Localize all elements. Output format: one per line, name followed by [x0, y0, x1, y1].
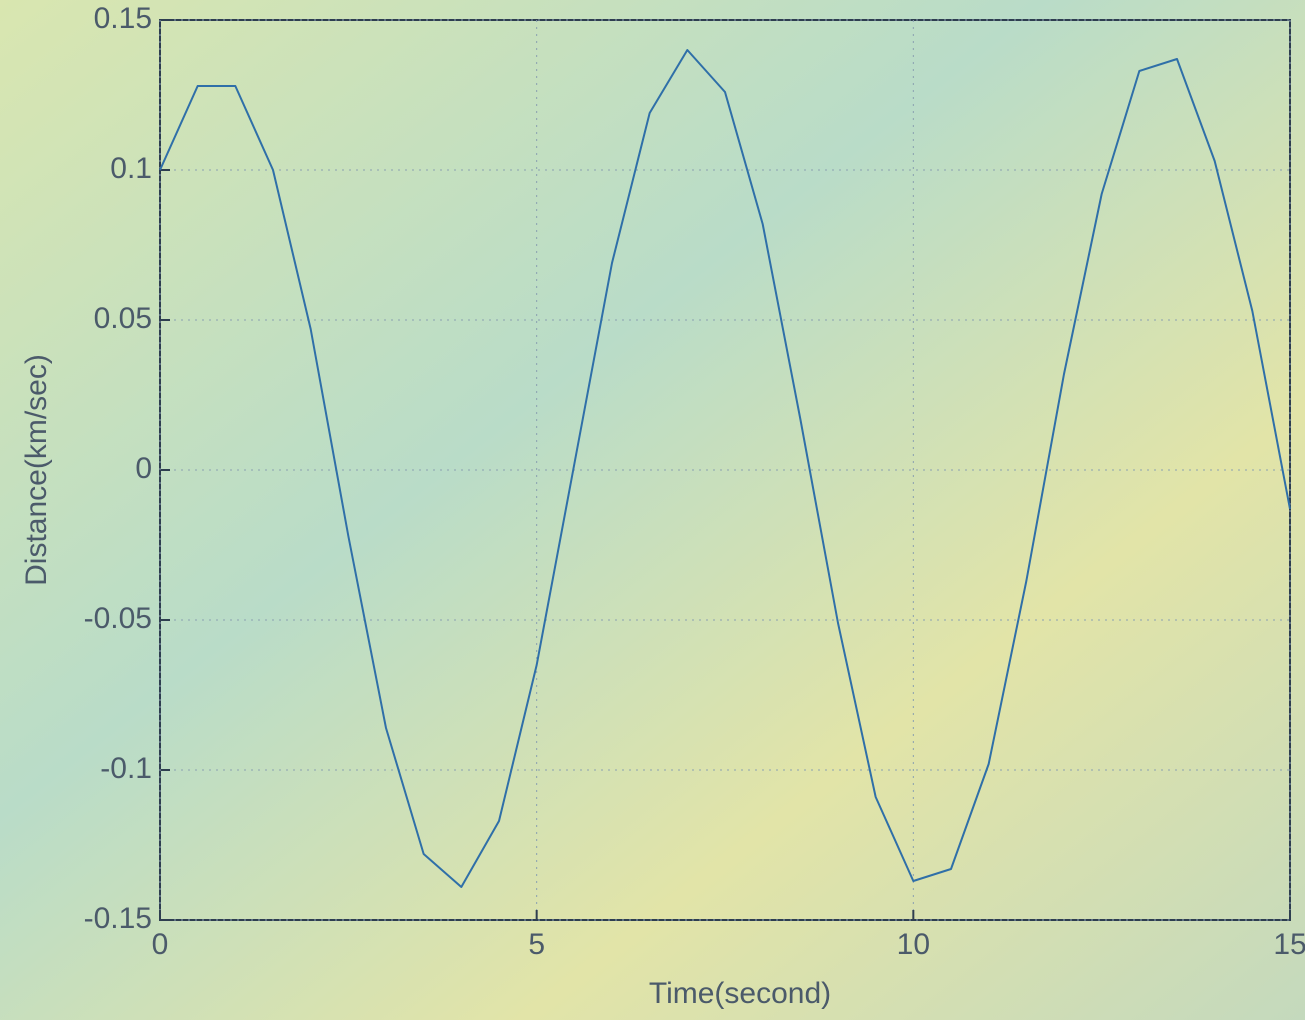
y-tick-label: 0.1	[110, 152, 152, 185]
y-tick-label: -0.1	[100, 752, 152, 785]
x-tick-label: 5	[528, 928, 545, 961]
x-tick-label: 15	[1273, 928, 1305, 961]
x-tick-label: 0	[152, 928, 169, 961]
y-tick-label: 0.15	[94, 2, 152, 35]
y-tick-label: 0.05	[94, 302, 152, 335]
y-tick-label: -0.05	[84, 602, 152, 635]
x-tick-label: 10	[897, 928, 930, 961]
y-tick-label: 0	[135, 452, 152, 485]
chart: Time(second) Distance(km/sec) -0.15 -0.1 -…	[0, 0, 1305, 1020]
y-axis-label: Distance(km/sec)	[20, 354, 53, 586]
y-tick-label: -0.15	[84, 902, 152, 935]
x-axis-label: Time(second)	[649, 977, 831, 1010]
background	[0, 0, 1305, 1020]
